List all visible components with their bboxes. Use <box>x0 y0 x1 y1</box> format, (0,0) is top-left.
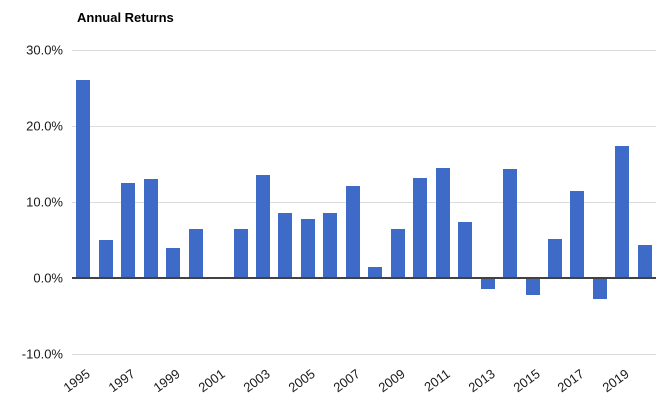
bar-2002[interactable] <box>233 228 248 278</box>
x-axis-tick-label: 2015 <box>510 366 543 396</box>
bar-2007[interactable] <box>345 186 360 278</box>
bar-2017[interactable] <box>570 190 585 278</box>
bar-2020[interactable] <box>637 245 652 278</box>
x-axis-line <box>72 277 656 279</box>
x-axis-tick-label: 2011 <box>420 366 453 395</box>
bar-1995[interactable] <box>76 80 91 278</box>
bar-2005[interactable] <box>300 218 315 278</box>
bar-2008[interactable] <box>368 267 383 278</box>
bar-1998[interactable] <box>143 179 158 278</box>
bar-2011[interactable] <box>435 167 450 278</box>
x-axis-tick-label: 1997 <box>105 366 139 396</box>
chart-title: Annual Returns <box>77 10 174 25</box>
bar-2015[interactable] <box>525 278 540 295</box>
x-axis-tick-label: 2013 <box>465 366 498 396</box>
y-axis-tick-label: 20.0% <box>26 118 63 134</box>
x-axis-tick-label: 2019 <box>599 366 633 396</box>
bar-2014[interactable] <box>503 168 517 278</box>
x-axis-tick-label: 2009 <box>375 366 408 396</box>
bar-2003[interactable] <box>255 174 270 278</box>
y-axis-tick-label: -10.0% <box>21 346 63 362</box>
x-axis-tick-label: 2017 <box>555 366 588 396</box>
y-axis-tick-label: 0.0% <box>33 270 63 286</box>
bar-2012[interactable] <box>458 221 473 278</box>
bar-2010[interactable] <box>413 177 428 278</box>
y-axis-tick-label: 10.0% <box>26 194 63 210</box>
bar-2009[interactable] <box>390 229 405 278</box>
y-axis-tick-label: 30.0% <box>26 42 63 58</box>
x-axis-tick-label: 2001 <box>195 366 228 396</box>
gridline <box>72 126 656 127</box>
x-axis-tick-label: 2007 <box>330 366 363 396</box>
bar-1999[interactable] <box>166 247 181 278</box>
bar-2013[interactable] <box>480 278 495 290</box>
bar-2006[interactable] <box>323 212 338 278</box>
x-axis-tick-label: 2005 <box>285 366 318 396</box>
bar-1997[interactable] <box>121 183 136 278</box>
gridline <box>72 202 656 203</box>
x-axis-tick-label: 1999 <box>150 366 183 396</box>
gridline <box>72 354 656 355</box>
x-axis-tick-label: 1995 <box>60 366 94 396</box>
x-axis-tick-label: 2003 <box>240 366 273 396</box>
bar-2018[interactable] <box>592 278 607 300</box>
bar-1996[interactable] <box>98 240 113 278</box>
gridline <box>72 50 656 51</box>
bar-2004[interactable] <box>278 213 293 278</box>
bar-2000[interactable] <box>188 228 203 278</box>
bar-2019[interactable] <box>615 145 630 278</box>
bar-2016[interactable] <box>547 239 562 278</box>
